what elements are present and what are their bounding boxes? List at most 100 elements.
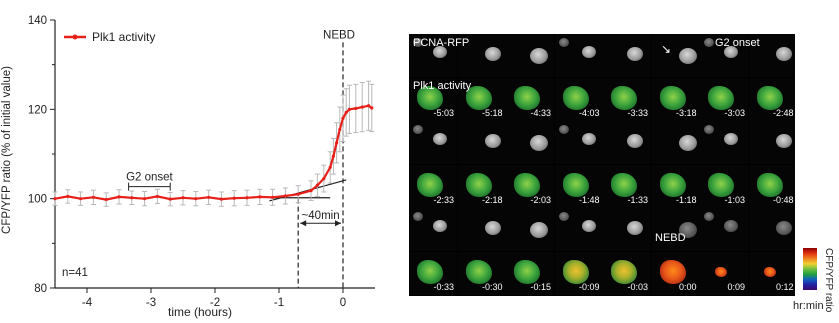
time-label: -5:18	[481, 107, 503, 118]
nucleus	[724, 220, 738, 232]
pcna-frame	[603, 34, 651, 77]
nucleus	[704, 125, 714, 134]
time-label: -4:33	[530, 107, 551, 118]
pcna-frame	[554, 34, 603, 77]
cell-body	[465, 172, 492, 197]
cell-body	[562, 259, 589, 284]
legend: Plk1 activity	[64, 30, 155, 44]
nucleus	[484, 47, 501, 61]
data-point	[53, 197, 57, 201]
data-point	[245, 196, 249, 200]
ratio-frame: -1:03	[700, 164, 748, 208]
cell-body	[611, 259, 637, 284]
ratio-frame: -4:33	[506, 77, 554, 121]
time-label: -1:03	[724, 194, 745, 205]
time-label: -5:03	[433, 107, 454, 118]
nucleus	[724, 46, 738, 58]
legend-marker	[72, 34, 78, 40]
ratio-frame: -0:09	[554, 251, 603, 295]
interval-label: ~40min	[302, 210, 340, 222]
cell-body	[514, 85, 540, 110]
n-label: n=41	[62, 267, 88, 279]
nucleus	[581, 46, 596, 58]
ratio-frame: -2:18	[457, 164, 506, 208]
data-point	[232, 196, 236, 200]
nucleus	[433, 46, 447, 58]
ratio-frame: -2:03	[506, 164, 554, 208]
data-point	[194, 197, 198, 201]
cell-body	[756, 85, 783, 110]
nucleus	[484, 221, 501, 235]
nucleus	[484, 134, 501, 148]
cell-body	[756, 172, 783, 197]
cell-body	[659, 259, 686, 284]
cell-body	[708, 85, 734, 110]
time-label: 0:12	[775, 281, 794, 292]
colorbar-label: CFP/YFP ratio	[823, 248, 834, 313]
time-label: -1:33	[627, 194, 648, 205]
data-point	[322, 176, 326, 181]
pcna-frame	[409, 34, 457, 77]
cell-body	[611, 85, 637, 110]
x-tick-label: -1	[274, 297, 284, 309]
time-label: 0:00	[678, 281, 697, 292]
pcna-label: PCNA-RFP	[413, 37, 470, 49]
pcna-frame	[700, 34, 748, 77]
pcna-frame	[554, 208, 603, 251]
nucleus	[627, 134, 643, 148]
nucleus	[530, 135, 548, 151]
x-tick-label: 0	[340, 297, 346, 309]
data-point	[296, 192, 300, 196]
ratio-frame: 0:09	[700, 251, 748, 295]
data-point	[344, 110, 348, 115]
ratio-frame: -0:48	[748, 164, 795, 208]
cell-body	[417, 172, 443, 197]
time-label: -3:33	[627, 107, 648, 118]
pcna-frame	[748, 121, 795, 164]
pcna-frame	[603, 208, 651, 251]
ratio-frame: -1:33	[603, 164, 651, 208]
ratio-frame: -0:03	[603, 251, 651, 295]
ratio-frame: -3:33	[603, 77, 651, 121]
data-point	[360, 105, 364, 109]
cell-body	[708, 172, 734, 197]
pcna-frame	[457, 34, 506, 77]
time-label: -3:03	[724, 107, 745, 118]
x-axis-label: time (hours)	[168, 305, 232, 319]
nucleus	[413, 212, 423, 221]
g2-onset-label: G2 onset	[126, 172, 173, 184]
data-point	[367, 104, 371, 108]
pcna-frame	[409, 208, 457, 251]
nucleus	[433, 133, 447, 145]
data-point	[168, 197, 172, 201]
y-tick-label: 120	[28, 104, 47, 116]
cell-body	[659, 85, 686, 110]
time-label: -0:03	[627, 281, 648, 292]
nucleus	[433, 220, 447, 232]
ratio-frame: -5:18	[457, 77, 506, 121]
ratio-frame: -1:48	[554, 164, 603, 208]
nucleus	[530, 48, 548, 64]
pcna-frame	[651, 208, 700, 251]
cell-body	[659, 172, 686, 197]
pcna-frame	[603, 121, 651, 164]
pcna-frame	[506, 208, 554, 251]
nucleus	[558, 212, 569, 221]
nucleus	[775, 134, 792, 148]
data-point	[315, 183, 319, 187]
data-point	[370, 106, 374, 110]
pcna-frame	[506, 121, 554, 164]
y-tick-label: 80	[34, 283, 47, 295]
nucleus	[775, 47, 792, 61]
g2-onset-panel-label: G2 onset	[715, 37, 760, 49]
ratio-frame: -0:15	[506, 251, 554, 295]
data-point	[207, 195, 211, 199]
arrow-icon: ↘	[661, 42, 672, 56]
data-point	[309, 189, 313, 193]
ratio-frame: -0:33	[409, 251, 457, 295]
interval-arrowhead	[300, 220, 307, 227]
time-label: -2:18	[481, 194, 503, 205]
data-point	[66, 194, 70, 199]
cell-body	[514, 172, 540, 197]
